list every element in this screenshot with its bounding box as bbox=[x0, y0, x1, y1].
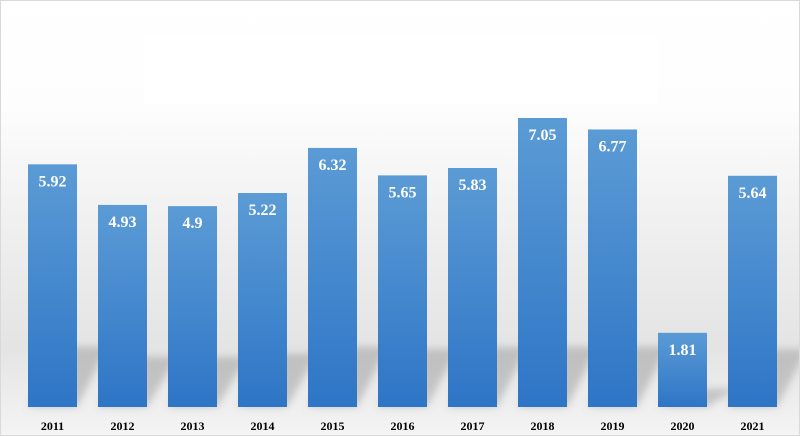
bar-2015 bbox=[308, 147, 357, 408]
category-label-2015: 2015 bbox=[321, 419, 345, 433]
category-label-2011: 2011 bbox=[41, 419, 64, 433]
value-label-2011: 5.92 bbox=[39, 173, 67, 190]
bar-2019 bbox=[588, 129, 637, 407]
value-label-2012: 4.93 bbox=[109, 214, 137, 231]
bar-2016 bbox=[378, 175, 427, 407]
value-label-2021: 5.64 bbox=[739, 185, 767, 202]
category-label-2013: 2013 bbox=[181, 419, 205, 433]
category-label-2014: 2014 bbox=[251, 419, 275, 433]
value-label-2015: 6.32 bbox=[319, 157, 347, 174]
value-label-2014: 5.22 bbox=[249, 202, 277, 219]
bar-2018 bbox=[518, 118, 567, 407]
bar-2021 bbox=[728, 175, 777, 407]
bar-2014 bbox=[238, 193, 287, 407]
value-label-2013: 4.9 bbox=[183, 215, 203, 232]
category-label-2017: 2017 bbox=[461, 419, 485, 433]
value-label-2018: 7.05 bbox=[529, 127, 557, 144]
value-label-2019: 6.77 bbox=[599, 138, 627, 155]
category-label-2021: 2021 bbox=[741, 419, 765, 433]
bar-2013 bbox=[168, 206, 217, 407]
bar-2020 bbox=[658, 332, 707, 407]
value-label-2020: 1.81 bbox=[669, 342, 697, 359]
value-label-2017: 5.83 bbox=[459, 177, 487, 194]
bar-2017 bbox=[448, 168, 497, 407]
bar-2012 bbox=[98, 204, 147, 407]
category-label-2019: 2019 bbox=[601, 419, 625, 433]
title-placeholder bbox=[144, 34, 658, 104]
category-label-2016: 2016 bbox=[391, 419, 415, 433]
category-label-2018: 2018 bbox=[531, 419, 555, 433]
category-label-2020: 2020 bbox=[671, 419, 695, 433]
category-label-2012: 2012 bbox=[111, 419, 135, 433]
value-label-2016: 5.65 bbox=[389, 184, 417, 201]
bar-2011 bbox=[28, 164, 77, 407]
